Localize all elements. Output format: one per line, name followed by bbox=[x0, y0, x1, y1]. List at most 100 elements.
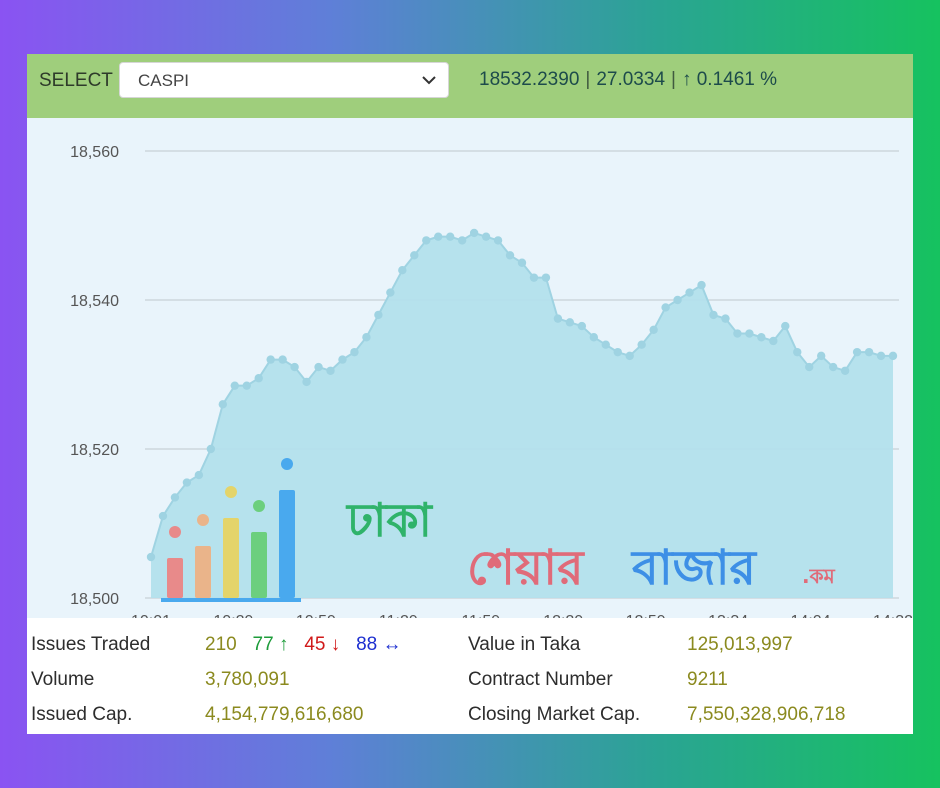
data-point bbox=[816, 351, 826, 361]
value-in-taka-value: 125,013,997 bbox=[687, 634, 793, 655]
data-point bbox=[637, 340, 646, 349]
watermark-text-suffix: .কম bbox=[802, 564, 835, 588]
data-point bbox=[182, 478, 192, 487]
data-point bbox=[613, 347, 622, 357]
data-point bbox=[254, 374, 263, 383]
watermark-text-dhaka: ঢাকা bbox=[347, 493, 432, 547]
data-point bbox=[577, 321, 587, 331]
closing-market-cap-label: Closing Market Cap. bbox=[468, 704, 641, 725]
data-point bbox=[876, 351, 886, 361]
issues-traded-total: 210 bbox=[205, 634, 237, 655]
data-point bbox=[852, 347, 862, 357]
select-label: SELECT bbox=[39, 70, 113, 91]
data-point bbox=[601, 340, 610, 349]
data-point bbox=[649, 325, 658, 334]
data-point bbox=[757, 333, 766, 342]
issues-advanced: 77 bbox=[252, 634, 274, 655]
x-tick-label: 11:59 bbox=[461, 613, 500, 618]
data-point bbox=[434, 232, 443, 241]
issues-unchanged: 88 bbox=[356, 634, 378, 655]
data-point bbox=[864, 347, 874, 357]
data-point bbox=[828, 362, 838, 372]
data-point bbox=[410, 251, 419, 260]
data-point bbox=[721, 314, 730, 323]
data-point bbox=[840, 366, 850, 375]
data-point bbox=[589, 333, 599, 342]
issued-cap-label: Issued Cap. bbox=[31, 704, 133, 725]
data-point bbox=[469, 228, 479, 238]
watermark-text-share: শেয়ার bbox=[467, 540, 584, 596]
market-summary-card: SELECT CASPI 18532.2390 | 27.0334 | ↑ 0.1461… bbox=[27, 54, 913, 734]
data-point bbox=[398, 266, 407, 275]
data-point bbox=[625, 351, 634, 361]
x-tick-label: 10:29 bbox=[213, 613, 253, 618]
data-point bbox=[290, 362, 299, 372]
data-point bbox=[218, 400, 228, 409]
data-point bbox=[661, 303, 670, 312]
data-point bbox=[362, 333, 371, 342]
index-value: 18532.2390 bbox=[479, 69, 580, 90]
data-point bbox=[386, 288, 395, 297]
contract-number-label: Contract Number bbox=[468, 669, 613, 690]
chart-area: 18,500 18,520 18,540 18,560 10:01 10:29 10:59 1… bbox=[27, 118, 913, 618]
divider: | bbox=[585, 69, 591, 90]
watermark-logo: ঢাকা শেয়ার বাজার .কম bbox=[157, 458, 877, 608]
closing-market-cap-value: 7,550,328,906,718 bbox=[687, 704, 846, 725]
data-point bbox=[230, 381, 239, 390]
data-point bbox=[565, 318, 575, 327]
data-point bbox=[146, 552, 156, 562]
data-point bbox=[481, 232, 491, 241]
data-point bbox=[350, 347, 359, 357]
data-point bbox=[541, 273, 551, 282]
index-toolbar: SELECT CASPI 18532.2390 | 27.0334 | ↑ 0.1461… bbox=[27, 54, 913, 118]
arrow-down-icon: ↓ bbox=[325, 634, 341, 655]
data-point bbox=[374, 310, 383, 320]
index-area-chart: 18,500 18,520 18,540 18,560 10:01 10:29 10:59 1… bbox=[70, 144, 913, 618]
data-point bbox=[888, 351, 898, 361]
data-point bbox=[445, 232, 455, 241]
data-point bbox=[745, 329, 754, 338]
issues-traded-label: Issues Traded bbox=[31, 634, 151, 655]
y-tick-label: 18,560 bbox=[70, 144, 119, 161]
volume-value: 3,780,091 bbox=[205, 669, 290, 690]
data-point bbox=[805, 362, 814, 372]
data-point bbox=[194, 470, 204, 480]
data-point bbox=[338, 355, 347, 364]
data-point bbox=[793, 347, 802, 357]
y-tick-label: 18,500 bbox=[70, 591, 119, 608]
data-point bbox=[517, 258, 527, 267]
data-point bbox=[278, 355, 287, 364]
data-point bbox=[505, 251, 515, 260]
x-tick-label: 12:59 bbox=[626, 613, 666, 618]
data-point bbox=[733, 329, 742, 338]
watermark-text-bazar: বাজার bbox=[632, 540, 756, 596]
index-change-percent: ↑ 0.1461 % bbox=[681, 69, 778, 90]
area-fill bbox=[151, 232, 893, 598]
x-tick-label: 10:59 bbox=[296, 613, 336, 618]
volume-label: Volume bbox=[31, 669, 95, 690]
value-in-taka-label: Value in Taka bbox=[468, 634, 581, 655]
data-point bbox=[781, 321, 790, 331]
data-point bbox=[422, 236, 431, 245]
x-tick-label: 14:04 bbox=[791, 613, 831, 618]
data-point bbox=[685, 288, 694, 297]
data-point bbox=[266, 355, 275, 364]
data-point bbox=[553, 314, 563, 323]
x-tick-label: 11:29 bbox=[379, 613, 418, 618]
index-select[interactable]: CASPI bbox=[119, 62, 449, 98]
data-point bbox=[302, 377, 311, 387]
x-tick-label: 13:34 bbox=[708, 613, 748, 618]
data-point bbox=[314, 362, 323, 372]
data-point bbox=[697, 280, 706, 290]
chevron-down-icon bbox=[422, 76, 436, 85]
y-tick-label: 18,520 bbox=[70, 442, 119, 459]
data-point bbox=[457, 236, 467, 245]
x-tick-label: 12:29 bbox=[543, 613, 583, 618]
data-point bbox=[158, 511, 168, 521]
x-tick-label: 10:01 bbox=[131, 613, 171, 618]
x-tick-label: 14:32 bbox=[873, 613, 913, 618]
issued-cap-value: 4,154,779,616,680 bbox=[205, 704, 364, 725]
bar-chart-icon bbox=[161, 458, 301, 602]
data-point bbox=[673, 295, 682, 305]
data-point bbox=[493, 236, 503, 245]
